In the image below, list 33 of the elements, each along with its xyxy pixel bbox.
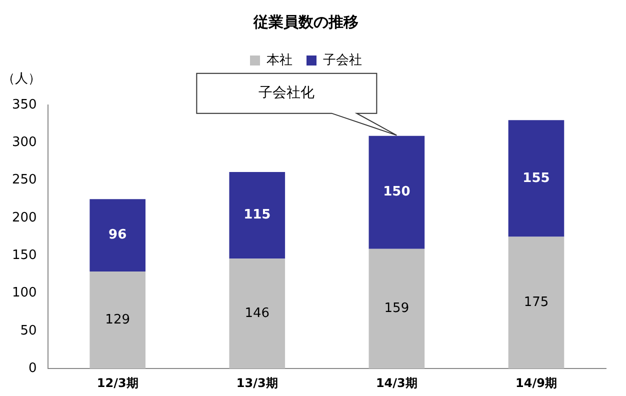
bar	[508, 120, 564, 237]
bar	[368, 248, 425, 369]
data-label: 175	[524, 295, 549, 310]
y-axis-title: （人）	[2, 71, 41, 86]
legend-label: 子会社	[323, 52, 362, 68]
data-label: 150	[383, 184, 410, 200]
text: 子会社化	[258, 84, 315, 101]
x-tick-label: 12/3期	[96, 376, 138, 390]
data-label: 146	[244, 306, 270, 321]
legend-label: 本社	[266, 52, 292, 68]
bar	[90, 199, 146, 272]
y-tick-label: 350	[12, 97, 37, 112]
chart-title: 従業員数の推移	[252, 12, 358, 31]
data-label: 129	[105, 312, 130, 328]
y-tick-label: 200	[12, 210, 37, 226]
bar	[229, 258, 286, 369]
bar	[90, 271, 146, 369]
y-tick-label: 150	[12, 248, 37, 264]
data-label: 96	[108, 228, 127, 243]
y-tick-label: 50	[20, 323, 37, 338]
y-tick-label: 300	[12, 135, 37, 150]
data-label: 115	[244, 208, 271, 223]
y-tick-label: 0	[28, 360, 37, 376]
x-tick-label: 14/9期	[516, 376, 557, 390]
bar	[229, 172, 286, 259]
data-label: 159	[384, 301, 410, 316]
data-label: 155	[522, 170, 550, 186]
x-tick-label: 14/3期	[376, 376, 418, 390]
y-tick-label: 100	[12, 286, 37, 301]
bar	[508, 236, 564, 369]
bar	[368, 136, 425, 249]
y-tick-label: 250	[12, 172, 37, 188]
x-tick-label: 13/3期	[236, 376, 278, 390]
